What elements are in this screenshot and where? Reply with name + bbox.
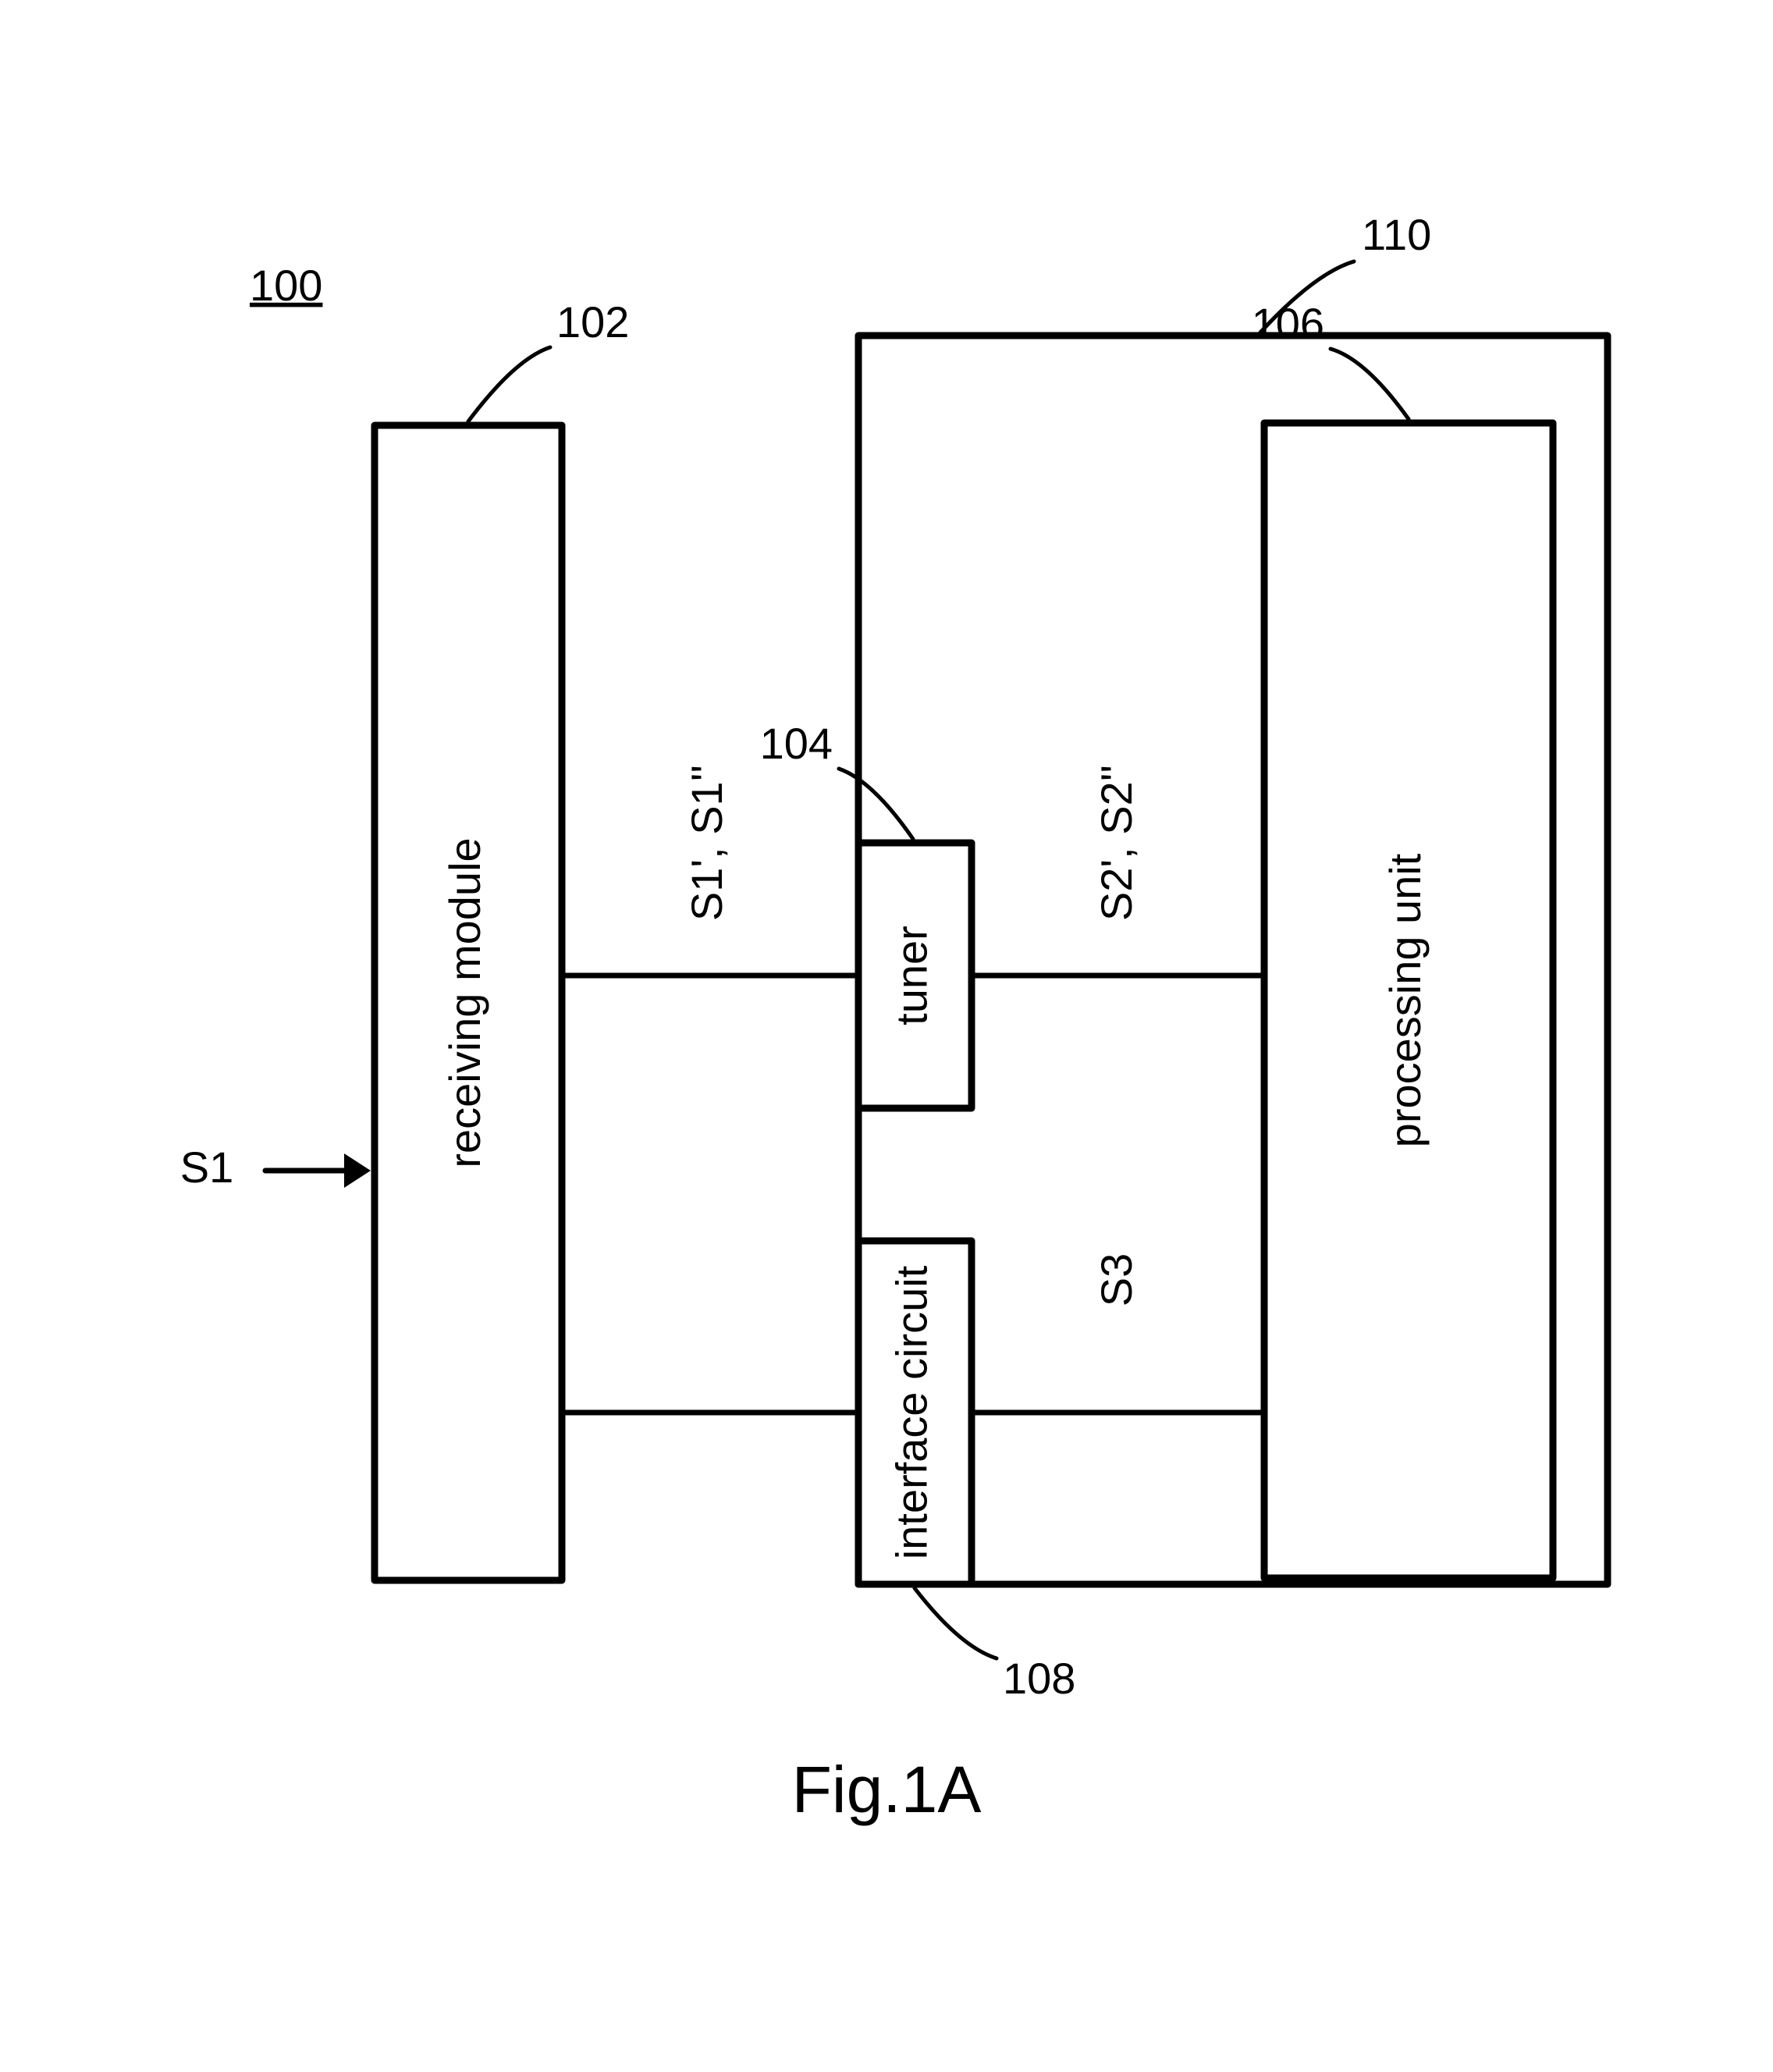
system-ref-label: 100 bbox=[250, 261, 322, 310]
tuner-label: tuner bbox=[886, 926, 936, 1025]
interface-circuit-label: interface circuit bbox=[886, 1265, 936, 1559]
wire-label-rm-to-tuner: S1', S1'' bbox=[682, 765, 731, 921]
processing-unit-ref-label: 106 bbox=[1252, 299, 1324, 348]
input-signal-label: S1 bbox=[180, 1143, 234, 1192]
input-signal-arrow-head bbox=[344, 1153, 371, 1188]
receiving-module-label: receiving module bbox=[440, 837, 489, 1167]
interface-circuit-ref-leader bbox=[915, 1588, 997, 1658]
figure-caption: Fig.1A bbox=[792, 1753, 982, 1826]
wire-label-tuner-to-proc: S2', S2'' bbox=[1092, 765, 1141, 921]
receiving-module-ref-leader bbox=[468, 347, 550, 421]
wire-label-iface-to-proc: S3 bbox=[1092, 1253, 1141, 1307]
receiving-module-ref-label: 102 bbox=[556, 297, 629, 347]
tuner-ref-label: 104 bbox=[760, 719, 833, 768]
tuner-ref-leader bbox=[839, 769, 913, 839]
processing-unit-label: processing unit bbox=[1380, 853, 1430, 1147]
interface-circuit-ref-label: 108 bbox=[1003, 1654, 1075, 1703]
processing-unit-ref-leader bbox=[1331, 349, 1409, 419]
host-ref-label: 110 bbox=[1362, 210, 1431, 259]
